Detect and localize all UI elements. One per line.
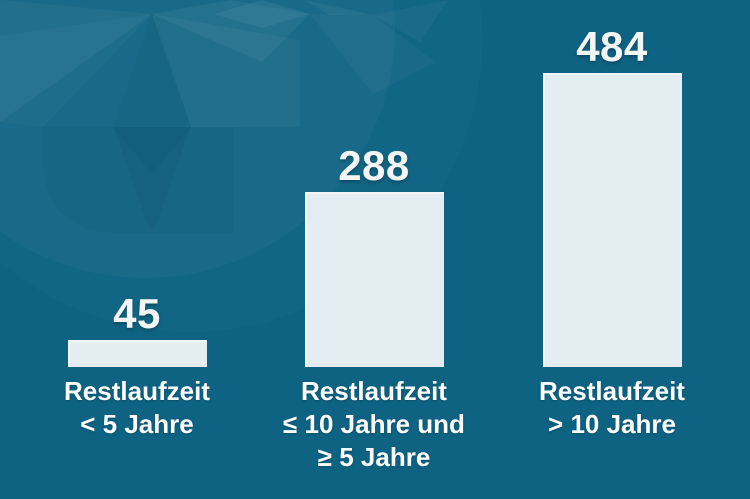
bar-gt-10-jahre [543, 73, 682, 367]
category-label-line: ≤ 10 Jahre und [283, 409, 465, 439]
category-label-lt-5-jahre: Restlaufzeit < 5 Jahre [0, 375, 297, 441]
category-label-line: ≥ 5 Jahre [317, 442, 431, 472]
category-label-line: < 5 Jahre [80, 409, 194, 439]
category-label-gt-10-jahre: Restlaufzeit > 10 Jahre [452, 375, 750, 441]
bar-5-bis-10-jahre [305, 192, 444, 367]
bar-value-5-bis-10-jahre: 288 [338, 142, 410, 189]
bar-lt-5-jahre [68, 340, 207, 367]
bar-value-gt-10-jahre: 484 [576, 23, 648, 70]
category-label-line: Restlaufzeit [301, 376, 447, 406]
category-label-line: > 10 Jahre [548, 409, 676, 439]
bar-value-lt-5-jahre: 45 [113, 290, 161, 337]
category-label-5-bis-10-jahre: Restlaufzeit ≤ 10 Jahre und ≥ 5 Jahre [214, 375, 534, 474]
category-label-line: Restlaufzeit [64, 376, 210, 406]
category-label-line: Restlaufzeit [539, 376, 685, 406]
